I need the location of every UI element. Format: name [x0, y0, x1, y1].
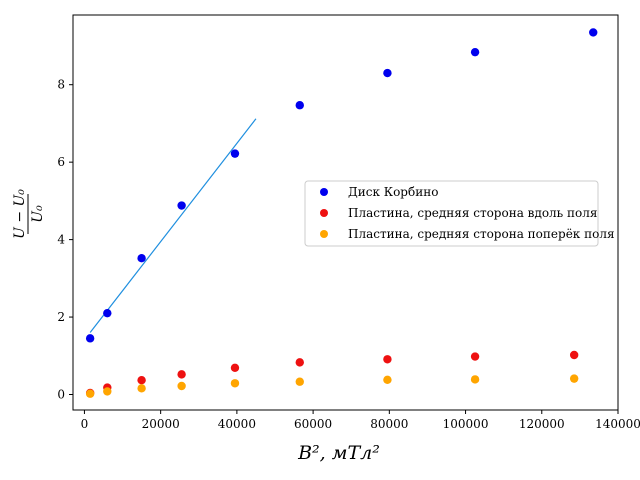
y-tick-label: 6	[57, 155, 65, 169]
x-tick-label: 60000	[294, 417, 332, 431]
fit-line-layer	[89, 118, 257, 333]
data-point	[137, 253, 146, 263]
data-point	[230, 379, 240, 388]
data-points-layer	[85, 28, 598, 398]
fit-line	[89, 118, 257, 333]
y-tick-label: 4	[57, 233, 65, 247]
x-tick-label: 40000	[218, 417, 256, 431]
data-point	[470, 375, 480, 384]
legend-marker	[320, 209, 328, 217]
y-axis-label-numerator: U − U₀	[12, 189, 28, 239]
plot-frame	[72, 14, 619, 411]
data-point	[569, 374, 579, 383]
x-tick-label: 20000	[142, 417, 180, 431]
legend-item: Диск Корбино	[320, 185, 438, 199]
data-point	[137, 375, 146, 385]
x-axis-label: B², мТл²	[297, 442, 380, 464]
y-tick-label: 8	[57, 78, 65, 92]
data-point	[177, 370, 186, 379]
y-tick-label: 0	[57, 388, 65, 402]
x-tick-label: 100000	[443, 417, 489, 431]
x-axis-ticks: 0 20000 40000 60000 80000 100000 120000 140000	[81, 410, 640, 431]
data-point	[589, 28, 598, 37]
data-point	[85, 389, 95, 398]
x-tick-label: 0	[81, 417, 89, 431]
legend-marker	[320, 230, 328, 238]
data-point	[383, 355, 392, 364]
data-point	[383, 375, 392, 384]
data-point	[230, 149, 240, 158]
legend-label: Пластина, средняя сторона поперёк поля	[348, 227, 615, 241]
y-tick-label: 2	[57, 310, 65, 324]
data-point	[177, 201, 186, 210]
data-point	[470, 352, 480, 361]
legend-label: Диск Корбино	[348, 185, 438, 199]
y-axis-ticks: 0 2 4 6 8	[57, 78, 73, 402]
data-point	[137, 384, 146, 393]
data-point	[295, 101, 304, 110]
data-point	[85, 334, 95, 343]
data-point	[103, 308, 112, 318]
data-point	[177, 381, 186, 391]
legend: Диск Корбино Пластина, средняя сторона в…	[304, 180, 615, 247]
data-point	[295, 377, 304, 386]
legend-item: Пластина, средняя сторона поперёк поля	[320, 227, 615, 241]
data-point	[103, 387, 112, 396]
legend-item: Пластина, средняя сторона вдоль поля	[320, 206, 597, 220]
legend-box	[304, 180, 599, 247]
legend-label: Пластина, средняя сторона вдоль поля	[348, 206, 597, 220]
data-point	[295, 358, 304, 367]
x-tick-label: 140000	[595, 417, 640, 431]
x-tick-label: 80000	[370, 417, 408, 431]
data-point	[230, 363, 240, 372]
y-axis-label: U − U₀ U₀	[12, 189, 46, 239]
data-point	[569, 350, 579, 360]
x-tick-label: 120000	[519, 417, 565, 431]
legend-marker	[320, 188, 328, 196]
data-point	[470, 47, 480, 57]
y-axis-label-denominator: U₀	[30, 205, 46, 223]
data-point	[383, 68, 392, 78]
